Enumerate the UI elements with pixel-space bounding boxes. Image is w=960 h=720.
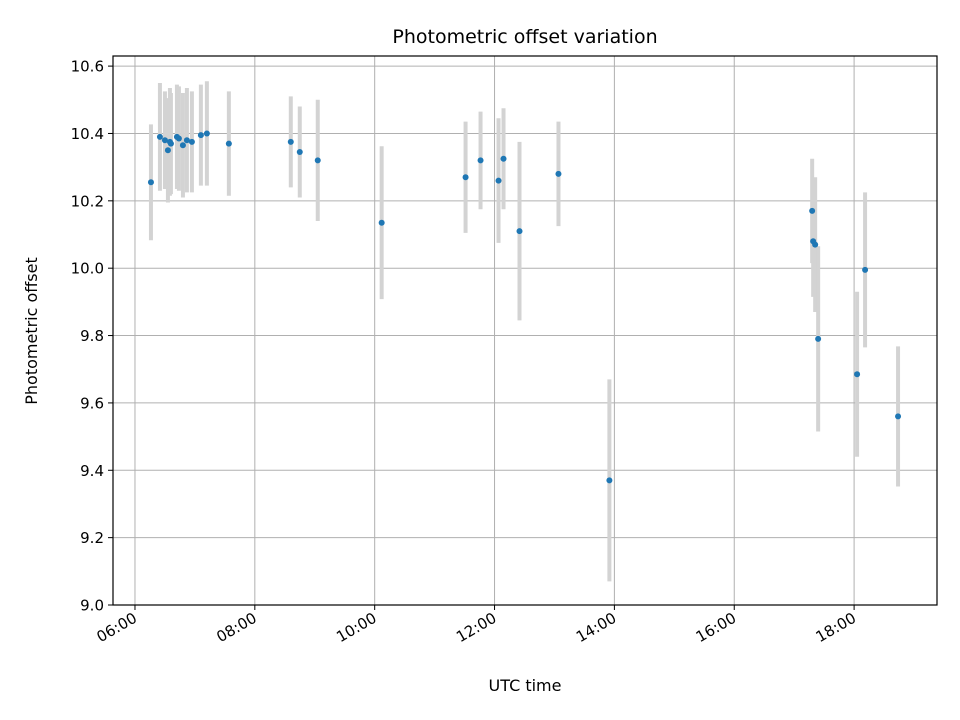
- data-point: [378, 219, 385, 226]
- grid: [113, 56, 937, 606]
- plot-frame: [112, 55, 938, 606]
- y-tick-label: 9.8: [80, 327, 104, 345]
- data-point: [296, 148, 303, 155]
- data-point: [462, 174, 469, 181]
- data-point: [287, 138, 294, 145]
- data-point: [147, 179, 154, 186]
- data-point: [156, 133, 163, 140]
- data-point: [516, 228, 523, 235]
- y-tick-label: 9.4: [80, 462, 104, 480]
- data-point: [555, 170, 562, 177]
- data-point: [197, 132, 204, 139]
- data-point: [477, 157, 484, 164]
- data-point: [161, 137, 168, 144]
- data-point: [812, 241, 819, 248]
- data-point: [167, 140, 174, 147]
- data-point: [175, 135, 182, 142]
- y-tick-label: 9.0: [80, 597, 104, 615]
- data-point: [225, 140, 232, 147]
- y-tick-label: 10.6: [71, 58, 104, 76]
- data-point: [895, 413, 902, 420]
- y-axis-label: Photometric offset: [22, 257, 41, 405]
- y-tick-label: 10.2: [71, 192, 104, 210]
- chart-title: Photometric offset variation: [392, 26, 657, 48]
- data-point: [203, 130, 210, 137]
- data-point: [183, 137, 190, 144]
- data-points: [147, 130, 902, 484]
- y-tick-label: 10.4: [71, 125, 104, 143]
- data-point: [815, 335, 822, 342]
- x-axis-label: UTC time: [489, 676, 562, 695]
- data-point: [495, 177, 502, 184]
- data-point: [500, 155, 507, 162]
- data-point: [164, 147, 171, 154]
- y-tick-label: 10.0: [71, 260, 104, 278]
- data-point: [314, 157, 321, 164]
- y-tick-label: 9.2: [80, 529, 104, 547]
- data-point: [862, 266, 869, 273]
- y-tick-label: 9.6: [80, 394, 104, 412]
- data-point: [188, 138, 195, 145]
- data-point: [854, 371, 861, 378]
- data-point: [179, 142, 186, 149]
- data-point: [809, 207, 816, 214]
- data-point: [606, 477, 613, 484]
